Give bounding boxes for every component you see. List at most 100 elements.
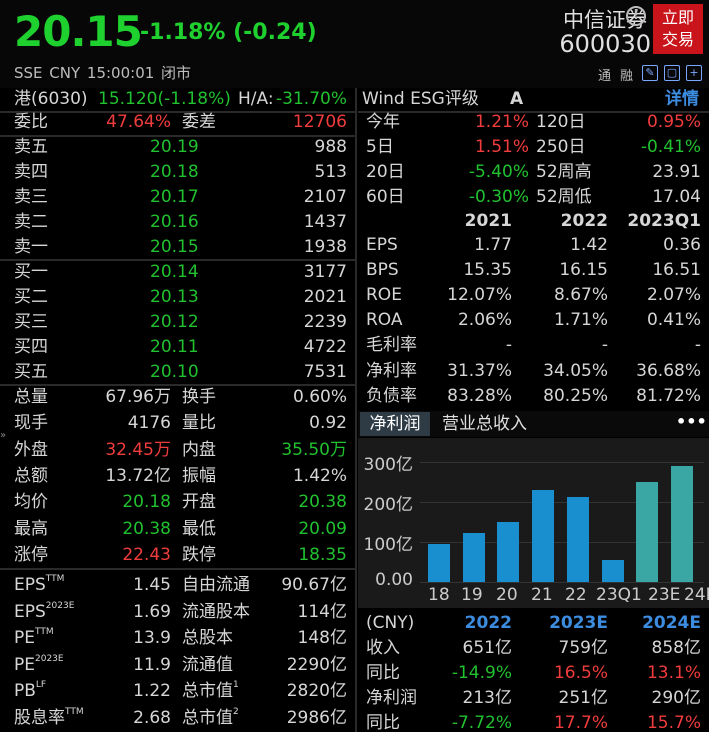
forecast-value: 213亿 [462,688,512,708]
perf-label: 20日 [366,162,405,182]
fundamental-suffix: 1 [233,680,239,690]
perf-label: 120日 [536,112,586,132]
hk-label: 港(6030) [14,89,88,109]
perf-row: 20日 -5.40% 52周高 23.91 [358,160,709,185]
orderbook-price: 20.17 [150,187,199,207]
fundamental-row: EPS2023E 1.69 流通股本 114亿 [0,600,355,625]
rong-label[interactable]: 融 [620,69,634,84]
divider [0,135,355,137]
perf-label: 52周高 [536,162,592,182]
fundamental-name: 总股本 [182,628,233,648]
more-icon[interactable]: ••• [676,412,707,431]
bar-24E[interactable] [671,466,693,582]
fin-value: 15.35 [463,260,512,281]
divider [0,384,355,386]
orderbook-label: 买二 [14,287,48,307]
perf-label: 250日 [536,137,586,157]
grid-line [420,462,704,463]
x-tick-label: 23Q1 [596,585,642,605]
edit-icon[interactable]: ✎ [642,65,658,81]
orderbook-row[interactable]: 买三 20.12 2239 [0,310,355,335]
orderbook-row[interactable]: 买一 20.14 3177 [0,260,355,285]
perf-value: 0.95% [646,112,701,132]
fin-row: BPS 15.35 16.15 16.51 [358,258,709,283]
orderbook-row[interactable]: 卖四 20.18 513 [0,160,355,185]
orderbook-row[interactable]: 卖三 20.17 2107 [0,185,355,210]
fundamental-row: EPSTTM 1.45 自由流通 90.67亿 [0,573,355,598]
fundamental-suffix: TTM [35,627,54,637]
stock-code: 600030 [559,30,651,58]
forecast-value: -14.9% [451,663,512,683]
orderbook-row[interactable]: 买五 20.10 7531 [0,360,355,385]
fundamental-label: 总市值2 [182,706,239,731]
fundamental-name: EPS [14,601,46,622]
orderbook-label: 卖四 [14,162,48,182]
fundamental-row: PETTM 13.9 总股本 148亿 [0,626,355,651]
orderbook-volume: 513 [314,162,347,182]
trade-now-button[interactable]: 立即 交易 [653,4,703,54]
orderbook-row[interactable]: 买二 20.13 2021 [0,285,355,310]
orderbook-row[interactable]: 买四 20.11 4722 [0,335,355,360]
add-icon[interactable]: + [686,65,702,81]
fundamental-name: PE [14,628,35,648]
fin-row: ROA 2.06% 1.71% 0.41% [358,308,709,333]
fundamental-row: PBLF 1.22 总市值1 2820亿 [0,679,355,704]
x-tick-label: 21 [531,585,553,605]
fin-value: 16.51 [652,260,701,281]
tab-total-revenue[interactable]: 营业总收入 [442,414,527,434]
bar-23E[interactable] [636,481,658,582]
collapse-arrow-icon[interactable]: » [0,430,7,441]
fundamental-value: 13.9 [133,628,171,648]
fundamental-name: 总市值 [182,707,233,728]
y-tick-label: 200亿 [363,495,413,515]
fundamental-label: 总股本 [182,626,233,651]
ha-label: H/A: [238,89,274,109]
bar-18[interactable] [428,544,450,582]
tong-label[interactable]: 通 [598,69,612,84]
bar-23Q1[interactable] [602,560,624,582]
quote-header: 20.15 -1.18% (-0.24) SSE CNY 15:00:01 闭市… [0,0,709,88]
stat-value: 20.38 [298,492,347,513]
orderbook-row[interactable]: 卖五 20.19 988 [0,135,355,160]
divider [0,111,355,113]
info-icon[interactable]: ! [626,6,646,26]
fin-value: - [694,335,701,356]
stat-label: 跌停 [182,544,216,565]
esg-detail-link[interactable]: 详情 [665,89,699,109]
orderbook-volume: 3177 [303,262,347,282]
stat-row: 均价 20.18 开盘 20.38 [0,490,355,515]
stat-row: 最高 20.38 最低 20.09 [0,517,355,542]
fundamental-label: EPSTTM [14,573,64,598]
orderbook-label: 卖五 [14,137,48,157]
forecast-header: (CNY) 2022 2023E 2024E [358,611,709,636]
fundamental-value: 1.45 [133,575,171,595]
orderbook-row[interactable]: 卖二 20.16 1437 [0,210,355,235]
fundamental-suffix: 2023E [35,653,64,664]
forecast-unit: (CNY) [366,613,415,633]
bar-19[interactable] [463,532,485,582]
fundamental-label: 流通值 [182,653,233,678]
bar-22[interactable] [567,496,589,582]
esg-row: Wind ESG评级 A 详情 [358,87,709,112]
fundamental-row: PE2023E 11.9 流通值 2290亿 [0,653,355,678]
perf-value: -0.41% [640,137,701,157]
forecast-label: 净利润 [366,688,417,708]
window-icon[interactable]: ▢ [664,65,680,81]
stat-label: 开盘 [182,492,216,513]
hk-value: 15.120(-1.18%) [98,89,231,109]
forecast-value: 651亿 [462,638,512,658]
tab-net-profit[interactable]: 净利润 [360,412,430,436]
fundamental-name: 股息率 [14,707,65,728]
fin-value: - [505,335,512,356]
fundamental-suffix: 2 [233,706,239,717]
bar-21[interactable] [532,489,554,582]
orderbook-row[interactable]: 卖一 20.15 1938 [0,235,355,260]
fin-value: 34.05% [543,360,608,381]
ha-value: -31.70% [276,89,347,109]
fundamental-label: PE2023E [14,653,64,678]
stat-label: 内盘 [182,439,216,460]
fundamental-value: 1.22 [133,681,171,701]
bar-20[interactable] [497,522,519,582]
fin-value: 1.77 [474,235,512,255]
fin-value: 2.06% [457,310,512,331]
